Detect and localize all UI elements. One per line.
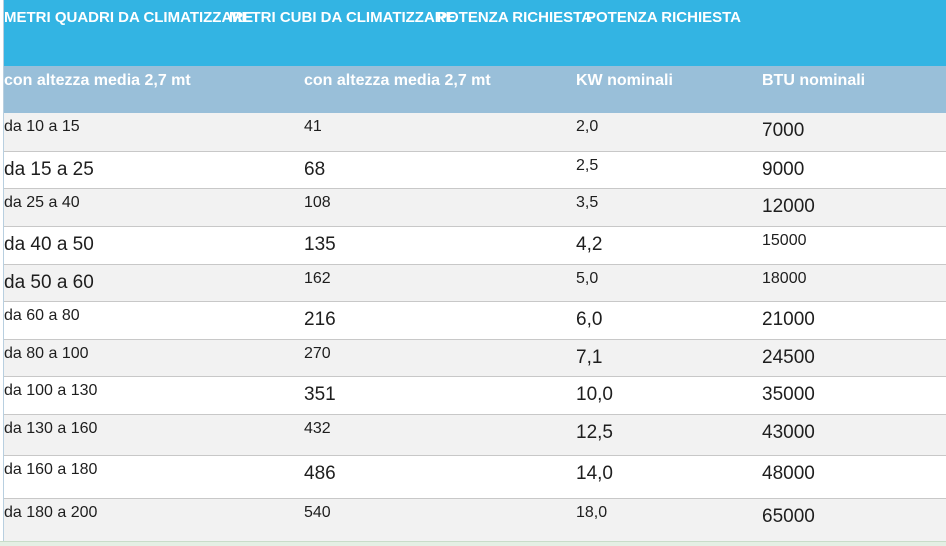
cell-square-meters: da 40 a 50	[4, 234, 94, 255]
cell-btu: 18000	[762, 270, 807, 287]
cell-btu: 21000	[762, 309, 815, 330]
cell-kw: 12,5	[576, 422, 613, 443]
header-square-meters: METRI QUADRI DA CLIMATIZZARE	[4, 9, 254, 26]
table-row: da 40 a 50 135 4,2 15000	[4, 227, 946, 265]
cell-square-meters: da 50 a 60	[4, 272, 94, 293]
table-row: da 100 a 130 351 10,0 35000	[4, 377, 946, 415]
cell-btu: 9000	[762, 159, 805, 180]
cell-cubic-meters: 216	[304, 309, 336, 330]
cell-cubic-meters: 68	[304, 159, 326, 180]
cell-cubic-meters: 135	[304, 234, 336, 255]
table-row: da 60 a 80 216 6,0 21000	[4, 302, 946, 340]
cell-kw: 5,0	[576, 270, 599, 287]
cell-kw: 18,0	[576, 504, 608, 521]
cell-square-meters: da 25 a 40	[4, 194, 80, 211]
cell-kw: 2,5	[576, 157, 599, 174]
cell-kw: 6,0	[576, 309, 603, 330]
cell-kw: 14,0	[576, 463, 613, 484]
cell-square-meters: da 100 a 130	[4, 382, 98, 399]
cell-btu: 12000	[762, 196, 815, 217]
cell-cubic-meters: 432	[304, 420, 331, 437]
table-row: da 180 a 200 540 18,0 65000	[4, 499, 946, 542]
table-subheader-row: con altezza media 2,7 mt con altezza med…	[4, 66, 946, 113]
table-row: da 80 a 100 270 7,1 24500	[4, 340, 946, 377]
cell-btu: 35000	[762, 384, 815, 405]
cell-kw: 4,2	[576, 234, 603, 255]
subheader-btu: BTU nominali	[762, 72, 866, 89]
bottom-edge-strip	[0, 541, 946, 546]
table-row: da 130 a 160 432 12,5 43000	[4, 415, 946, 456]
cell-square-meters: da 160 a 180	[4, 461, 98, 478]
table-row: da 15 a 25 68 2,5 9000	[4, 152, 946, 189]
cell-square-meters: da 180 a 200	[4, 504, 98, 521]
cell-cubic-meters: 108	[304, 194, 331, 211]
table-header-row: METRI QUADRI DA CLIMATIZZARE METRI CUBI …	[4, 0, 946, 66]
cell-square-meters: da 60 a 80	[4, 307, 80, 324]
cell-btu: 24500	[762, 347, 815, 368]
cell-btu: 65000	[762, 506, 815, 527]
cell-cubic-meters: 486	[304, 463, 336, 484]
cell-cubic-meters: 270	[304, 345, 331, 362]
cell-kw: 3,5	[576, 194, 599, 211]
table-left-border	[3, 0, 4, 546]
table-row: da 160 a 180 486 14,0 48000	[4, 456, 946, 499]
cell-square-meters: da 10 a 15	[4, 118, 80, 135]
cell-cubic-meters: 351	[304, 384, 336, 405]
cell-cubic-meters: 41	[304, 118, 322, 135]
cell-btu: 48000	[762, 463, 815, 484]
table-row: da 10 a 15 41 2,0 7000	[4, 113, 946, 152]
climatization-table: METRI QUADRI DA CLIMATIZZARE METRI CUBI …	[4, 0, 946, 542]
cell-square-meters: da 80 a 100	[4, 345, 89, 362]
cell-kw: 7,1	[576, 347, 603, 368]
subheader-height-2: con altezza media 2,7 mt	[304, 72, 491, 89]
table-row: da 50 a 60 162 5,0 18000	[4, 265, 946, 302]
cell-cubic-meters: 540	[304, 504, 331, 521]
cell-btu: 15000	[762, 232, 807, 249]
cell-kw: 2,0	[576, 118, 599, 135]
cell-btu: 43000	[762, 422, 815, 443]
header-cubic-meters: METRI CUBI DA CLIMATIZZARE	[229, 9, 456, 26]
cell-cubic-meters: 162	[304, 270, 331, 287]
header-power-kw: POTENZA RICHIESTA	[437, 9, 593, 26]
header-power-btu: POTENZA RICHIESTA	[586, 9, 742, 26]
subheader-kw: KW nominali	[576, 72, 673, 89]
cell-square-meters: da 15 a 25	[4, 159, 94, 180]
subheader-height-1: con altezza media 2,7 mt	[4, 72, 191, 89]
table-row: da 25 a 40 108 3,5 12000	[4, 189, 946, 227]
cell-btu: 7000	[762, 120, 805, 141]
cell-square-meters: da 130 a 160	[4, 420, 98, 437]
cell-kw: 10,0	[576, 384, 613, 405]
